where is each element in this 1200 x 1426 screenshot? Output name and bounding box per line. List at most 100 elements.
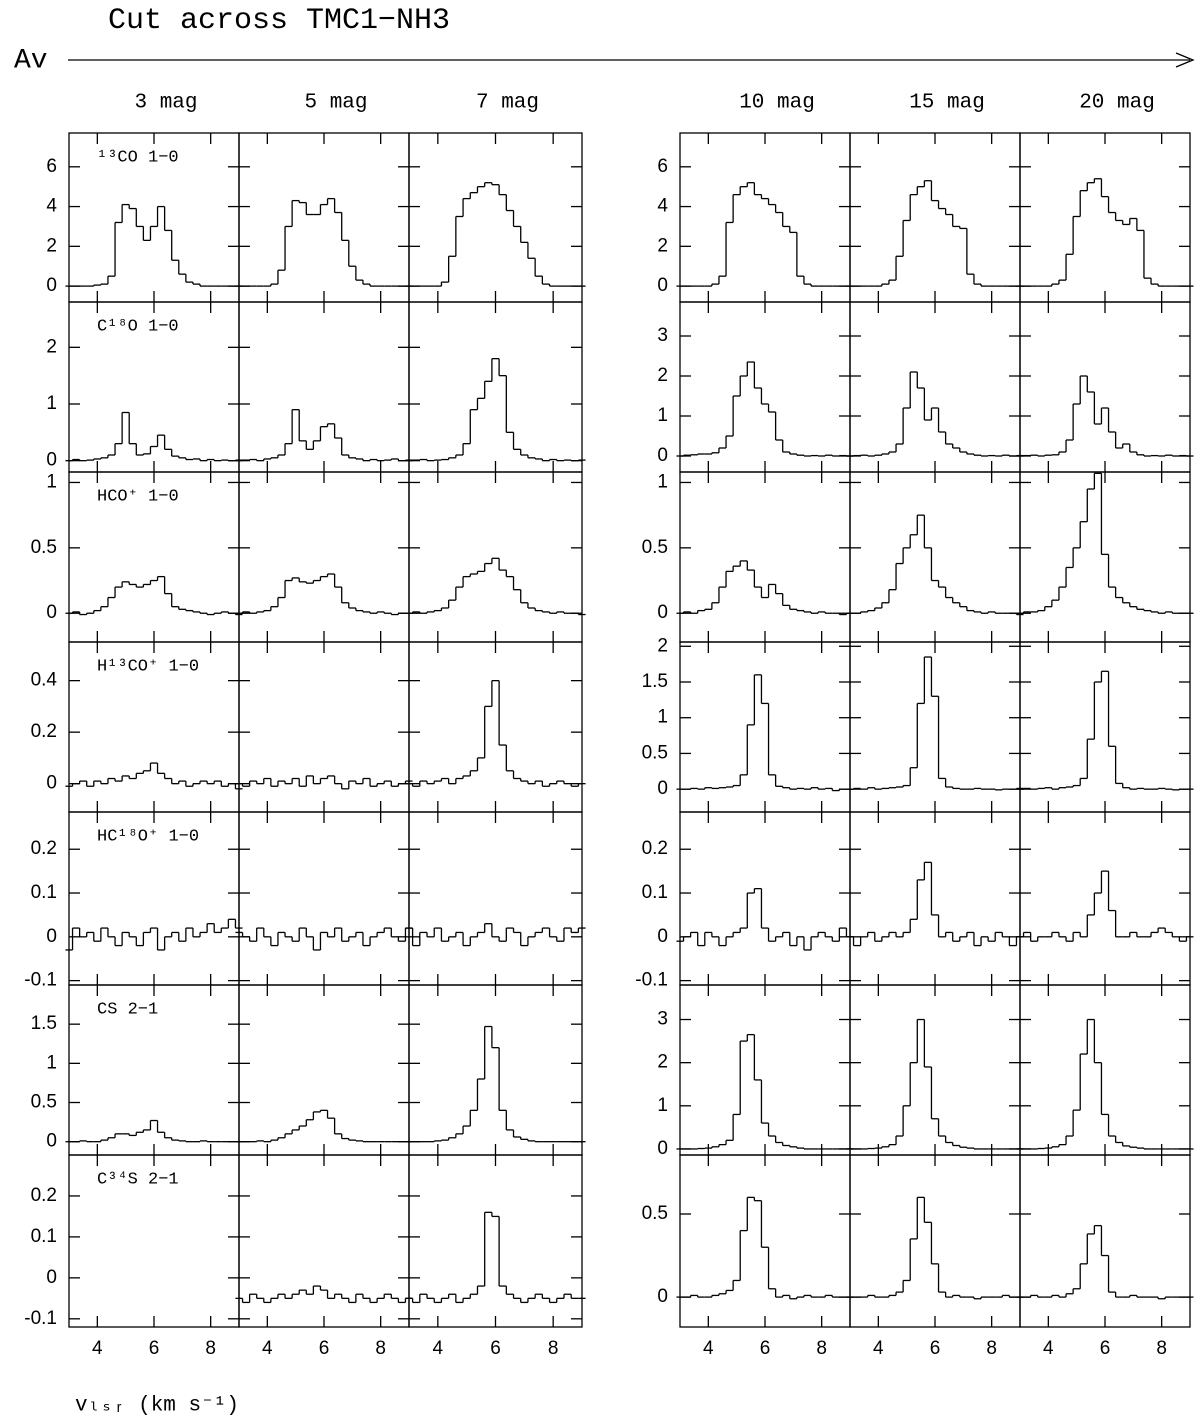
- y-tick-label: 1: [46, 1052, 57, 1073]
- y-tick-label: 0: [657, 445, 668, 466]
- y-tick-label: 1: [657, 707, 668, 728]
- y-tick-label: 6: [657, 156, 668, 177]
- y-tick-label: 0: [46, 450, 57, 471]
- y-tick-label: 2: [46, 336, 57, 357]
- y-tick-label: -0.1: [635, 970, 668, 991]
- y-tick-label: 0.2: [31, 838, 57, 859]
- panel-frame: [849, 641, 1021, 813]
- x-tick-label: 4: [703, 1338, 714, 1359]
- x-tick-label: 4: [92, 1338, 103, 1359]
- panel-frame: [238, 984, 410, 1156]
- panel-frame: [408, 641, 583, 813]
- y-tick-label: 4: [657, 196, 668, 217]
- panel-frame: [408, 132, 583, 303]
- y-tick-label: 0.1: [642, 882, 668, 903]
- panel-frame: [238, 641, 410, 813]
- y-tick-label: 1.5: [642, 671, 668, 692]
- x-tick-label: 4: [262, 1338, 273, 1359]
- y-tick-label: 2: [46, 235, 57, 256]
- column-header: 15 mag: [909, 92, 985, 115]
- panel-frame: [408, 984, 583, 1156]
- panel-frame: [238, 132, 410, 303]
- column-header: 7 mag: [476, 92, 539, 115]
- panel-frame: [408, 811, 583, 986]
- panel-frame: [238, 471, 410, 643]
- y-tick-label: 0: [46, 602, 57, 623]
- x-tick-label: 6: [1100, 1338, 1111, 1359]
- panel-frame: [679, 984, 851, 1156]
- molecule-label: CS 2−1: [97, 1000, 158, 1019]
- y-tick-label: 0: [657, 1286, 668, 1307]
- y-tick-label: 0: [46, 1131, 57, 1152]
- y-tick-label: 0: [657, 926, 668, 947]
- y-tick-label: 0.5: [31, 537, 57, 558]
- column-header: 3 mag: [134, 92, 197, 115]
- y-tick-label: 0: [46, 275, 57, 296]
- panel-frame: [849, 1154, 1021, 1328]
- panel-frame: [1019, 1154, 1191, 1328]
- x-axis-label: vₗₛᵣ (km s⁻¹): [75, 1395, 239, 1418]
- y-tick-label: 0: [46, 1267, 57, 1288]
- panel-frame: [238, 811, 410, 986]
- y-tick-label: 0: [46, 773, 57, 794]
- x-tick-label: 8: [986, 1338, 997, 1359]
- column-header: 5 mag: [304, 92, 367, 115]
- y-tick-label: 1: [657, 405, 668, 426]
- panel-frame: [1019, 641, 1191, 813]
- column-header: 20 mag: [1079, 92, 1155, 115]
- y-tick-label: 3: [657, 325, 668, 346]
- y-tick-label: 1: [657, 471, 668, 492]
- panel-frame: [849, 471, 1021, 643]
- y-tick-label: 2: [657, 235, 668, 256]
- x-tick-label: 8: [816, 1338, 827, 1359]
- panel-frame: [679, 641, 851, 813]
- y-tick-label: 0.5: [642, 742, 668, 763]
- y-tick-label: 0.2: [642, 838, 668, 859]
- y-tick-label: 1: [46, 471, 57, 492]
- y-tick-label: 1: [46, 393, 57, 414]
- molecule-label: H¹³CO⁺ 1−0: [97, 657, 199, 676]
- panel-frame: [1019, 811, 1191, 986]
- y-tick-label: 0.5: [31, 1092, 57, 1113]
- y-tick-label: 0.1: [31, 882, 57, 903]
- y-tick-label: -0.1: [24, 1308, 57, 1329]
- x-tick-label: 6: [149, 1338, 160, 1359]
- y-tick-label: 6: [46, 156, 57, 177]
- figure-title: Cut across TMC1−NH3: [108, 4, 450, 38]
- av-arrow-head: [1175, 52, 1195, 68]
- column-header: 10 mag: [739, 92, 815, 115]
- y-tick-label: 0.1: [31, 1226, 57, 1247]
- x-tick-label: 4: [873, 1338, 884, 1359]
- panel-frame: [408, 301, 583, 473]
- molecule-label: ¹³CO 1−0: [97, 148, 179, 167]
- y-tick-label: 2: [657, 635, 668, 656]
- panel-frame: [849, 984, 1021, 1156]
- x-tick-label: 6: [490, 1338, 501, 1359]
- x-tick-label: 8: [548, 1338, 559, 1359]
- x-tick-label: 8: [205, 1338, 216, 1359]
- y-tick-label: 0.2: [31, 1185, 57, 1206]
- panel-frame: [679, 301, 851, 473]
- y-tick-label: 4: [46, 196, 57, 217]
- x-tick-label: 4: [433, 1338, 444, 1359]
- molecule-label: C¹⁸O 1−0: [97, 317, 179, 336]
- y-tick-label: 0.5: [642, 537, 668, 558]
- molecule-label: HC¹⁸O⁺ 1−0: [97, 827, 199, 846]
- panel-frame: [679, 1154, 851, 1328]
- av-label: Av: [14, 45, 48, 76]
- y-tick-label: 0: [657, 1138, 668, 1159]
- panel-frame: [1019, 132, 1191, 303]
- y-tick-label: 2: [657, 365, 668, 386]
- panel-frame: [849, 132, 1021, 303]
- panel-frame: [1019, 984, 1191, 1156]
- panel-frame: [679, 471, 851, 643]
- y-tick-label: 1: [657, 1095, 668, 1116]
- molecule-label: C³⁴S 2−1: [97, 1170, 179, 1189]
- x-tick-label: 8: [375, 1338, 386, 1359]
- panel-frame: [408, 471, 583, 643]
- x-tick-label: 6: [319, 1338, 330, 1359]
- x-tick-label: 6: [760, 1338, 771, 1359]
- y-tick-label: -0.1: [24, 970, 57, 991]
